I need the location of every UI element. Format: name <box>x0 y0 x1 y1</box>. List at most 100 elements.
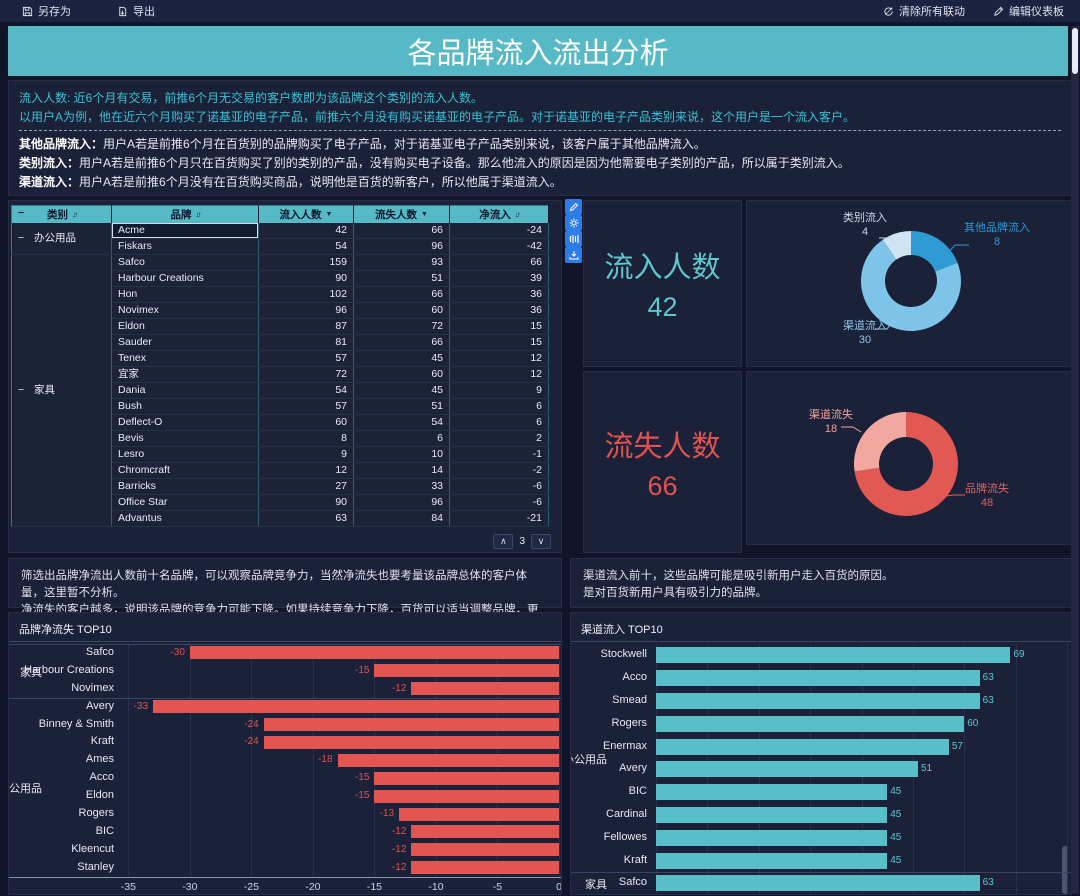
brand-cell[interactable]: Eldon <box>111 318 259 335</box>
filter-icon[interactable]: ▼ <box>421 210 428 218</box>
outflow-cell[interactable]: 51 <box>353 398 450 415</box>
collapse-group-icon[interactable]: − <box>18 383 25 396</box>
net-cell[interactable]: 12 <box>449 350 549 367</box>
outflow-cell[interactable]: 45 <box>353 382 450 399</box>
sort-icon[interactable]: ↓↑ <box>72 209 78 219</box>
page-scrollbar-thumb[interactable] <box>1072 28 1078 74</box>
chart-scrollbar-thumb[interactable] <box>1062 846 1068 894</box>
inflow-cell[interactable]: 60 <box>258 414 354 431</box>
net-cell[interactable]: -2 <box>449 462 549 479</box>
brand-cell[interactable]: Acme <box>111 222 259 239</box>
inflow-cell[interactable]: 54 <box>258 382 354 399</box>
brand-cell[interactable]: Dania <box>111 382 259 399</box>
column-header-inflow[interactable]: 流入人数 ▼ <box>258 205 354 223</box>
outflow-cell[interactable]: 66 <box>353 334 450 351</box>
inflow-cell[interactable]: 8 <box>258 430 354 447</box>
net-cell[interactable]: 12 <box>449 366 549 383</box>
column-header-outflow[interactable]: 流失人数 ▼ <box>353 205 450 223</box>
net-cell[interactable]: -6 <box>449 494 549 511</box>
bar[interactable] <box>656 784 888 801</box>
collapse-all-icon[interactable]: − <box>18 207 25 219</box>
inflow-cell[interactable]: 159 <box>258 254 354 271</box>
outflow-cell[interactable]: 66 <box>353 222 450 239</box>
net-cell[interactable]: 15 <box>449 334 549 351</box>
bar[interactable] <box>411 682 559 696</box>
bar[interactable] <box>656 807 888 823</box>
brand-cell[interactable]: Novimex <box>111 302 259 319</box>
net-cell[interactable]: -24 <box>449 222 549 239</box>
column-header-net[interactable]: 净流入 ↓↑ <box>449 205 549 223</box>
outflow-cell[interactable]: 93 <box>353 254 450 271</box>
bar[interactable] <box>656 738 949 755</box>
brand-cell[interactable]: Sauder <box>111 334 259 351</box>
brand-cell[interactable]: Office Star <box>111 494 259 511</box>
net-cell[interactable]: 9 <box>449 382 549 399</box>
inflow-cell[interactable]: 102 <box>258 286 354 303</box>
net-cell[interactable]: -42 <box>449 238 549 255</box>
inflow-cell[interactable]: 42 <box>258 222 354 239</box>
outflow-cell[interactable]: 6 <box>353 430 450 447</box>
bar[interactable] <box>656 647 1011 664</box>
bar[interactable] <box>656 761 918 778</box>
outflow-cell[interactable]: 51 <box>353 270 450 287</box>
edit-dashboard-button[interactable]: 编辑仪表板 <box>993 3 1064 19</box>
sort-icon[interactable]: ↓↑ <box>195 209 202 219</box>
bar[interactable] <box>263 718 559 732</box>
bar[interactable] <box>399 807 559 821</box>
export-button[interactable]: 导出 <box>117 3 155 19</box>
net-cell[interactable]: 39 <box>449 270 549 287</box>
bar[interactable] <box>374 789 559 803</box>
outflow-cell[interactable]: 96 <box>353 238 450 255</box>
inflow-cell[interactable]: 9 <box>258 446 354 463</box>
bar[interactable] <box>411 843 559 857</box>
inflow-cell[interactable]: 57 <box>258 350 354 367</box>
bar[interactable] <box>411 861 559 875</box>
inflow-cell[interactable]: 96 <box>258 302 354 319</box>
brand-cell[interactable]: Lesro <box>111 446 259 463</box>
inflow-cell[interactable]: 12 <box>258 462 354 479</box>
page-down-button[interactable]: ∨ <box>531 534 551 549</box>
outflow-cell[interactable]: 60 <box>353 302 450 319</box>
data-detail-button[interactable] <box>565 231 582 247</box>
export-chart-button[interactable] <box>565 247 582 263</box>
brand-cell[interactable]: Bevis <box>111 430 259 447</box>
bar[interactable] <box>656 670 980 687</box>
settings-button[interactable] <box>565 215 582 231</box>
outflow-cell[interactable]: 72 <box>353 318 450 335</box>
inflow-cell[interactable]: 81 <box>258 334 354 351</box>
net-cell[interactable]: 66 <box>449 254 549 271</box>
outflow-cell[interactable]: 10 <box>353 446 450 463</box>
net-cell[interactable]: 6 <box>449 414 549 431</box>
kpi-outflow-card[interactable]: 流失人数 66 <box>583 371 742 553</box>
outflow-cell[interactable]: 84 <box>353 510 450 527</box>
outflow-cell[interactable]: 45 <box>353 350 450 367</box>
bar[interactable] <box>189 646 559 660</box>
inflow-cell[interactable]: 90 <box>258 270 354 287</box>
save-as-button[interactable]: 另存为 <box>22 3 71 19</box>
outflow-cell[interactable]: 96 <box>353 494 450 511</box>
bar[interactable] <box>411 825 559 839</box>
column-header-category[interactable]: − 类别 ↓↑ <box>11 205 112 223</box>
net-cell[interactable]: 6 <box>449 398 549 415</box>
bar[interactable] <box>656 715 965 732</box>
page-scrollbar[interactable] <box>1071 26 1079 894</box>
net-cell[interactable]: 36 <box>449 302 549 319</box>
bar[interactable] <box>337 753 559 767</box>
net-cell[interactable]: 36 <box>449 286 549 303</box>
bar[interactable] <box>656 693 980 709</box>
category-cell[interactable]: − 家具 <box>11 254 112 527</box>
inflow-cell[interactable]: 57 <box>258 398 354 415</box>
outflow-cell[interactable]: 33 <box>353 478 450 495</box>
inflow-cell[interactable]: 27 <box>258 478 354 495</box>
net-cell[interactable]: -1 <box>449 446 549 463</box>
sort-icon[interactable]: ↓↑ <box>514 209 521 219</box>
net-cell[interactable]: -6 <box>449 478 549 495</box>
donut-slice[interactable] <box>854 412 958 516</box>
bar[interactable] <box>374 771 559 785</box>
donut-slice[interactable] <box>861 239 961 331</box>
brand-cell[interactable]: 宜家 <box>111 366 259 383</box>
bar[interactable] <box>656 852 888 869</box>
inflow-cell[interactable]: 63 <box>258 510 354 527</box>
outflow-cell[interactable]: 60 <box>353 366 450 383</box>
brand-cell[interactable]: Safco <box>111 254 259 271</box>
